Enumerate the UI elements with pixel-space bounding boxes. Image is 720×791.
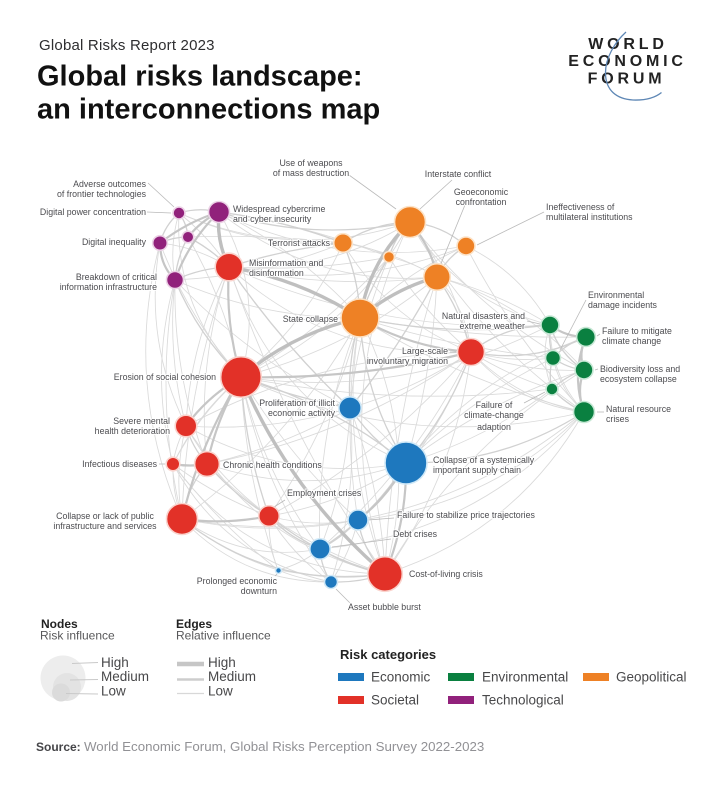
svg-text:Technological: Technological: [482, 693, 564, 708]
svg-text:Failure to stabilize price tra: Failure to stabilize price trajectories: [397, 510, 535, 520]
svg-text:Failure to mitigate: Failure to mitigate: [602, 326, 672, 336]
svg-text:extreme weather: extreme weather: [459, 321, 525, 331]
svg-text:ECONOMIC: ECONOMIC: [568, 53, 686, 70]
svg-text:Geopolitical: Geopolitical: [616, 670, 687, 685]
svg-text:Asset bubble burst: Asset bubble burst: [348, 602, 421, 612]
svg-text:Terrorist attacks: Terrorist attacks: [268, 238, 331, 248]
svg-text:Prolonged economic: Prolonged economic: [197, 576, 278, 586]
svg-text:multilateral institutions: multilateral institutions: [546, 212, 633, 222]
svg-text:information infrastructure: information infrastructure: [60, 282, 157, 292]
svg-text:crises: crises: [606, 414, 630, 424]
svg-text:Infectious diseases: Infectious diseases: [82, 459, 157, 469]
svg-text:Use of weapons: Use of weapons: [279, 158, 343, 168]
svg-text:Economic: Economic: [371, 670, 431, 685]
svg-text:Environmental: Environmental: [482, 670, 568, 685]
svg-text:World Economic Forum, Global R: World Economic Forum, Global Risks Perce…: [84, 739, 484, 754]
svg-text:Low: Low: [101, 684, 126, 699]
svg-text:Digital inequality: Digital inequality: [82, 237, 147, 247]
svg-text:Medium: Medium: [208, 669, 256, 684]
svg-text:Source:: Source:: [36, 740, 81, 754]
svg-text:Ineffectiveness of: Ineffectiveness of: [546, 202, 615, 212]
svg-text:adaption: adaption: [477, 422, 511, 432]
svg-text:Breakdown of critical: Breakdown of critical: [76, 272, 157, 282]
svg-text:Risk influence: Risk influence: [40, 629, 115, 643]
svg-text:Collapse or lack of public: Collapse or lack of public: [56, 511, 154, 521]
svg-text:Misinformation and: Misinformation and: [249, 258, 323, 268]
svg-text:Global Risks Report 2023: Global Risks Report 2023: [39, 37, 215, 54]
svg-text:Nodes: Nodes: [41, 617, 78, 631]
svg-text:WORLD: WORLD: [588, 36, 667, 53]
svg-text:Societal: Societal: [371, 693, 419, 708]
svg-text:Edges: Edges: [176, 617, 212, 631]
svg-text:economic activity: economic activity: [268, 408, 336, 418]
svg-text:Chronic health conditions: Chronic health conditions: [223, 460, 322, 470]
svg-text:downturn: downturn: [241, 586, 277, 596]
svg-text:of mass destruction: of mass destruction: [273, 168, 349, 178]
svg-text:Large-scale: Large-scale: [402, 346, 448, 356]
svg-text:Natural disasters and: Natural disasters and: [442, 311, 525, 321]
svg-text:important supply chain: important supply chain: [433, 465, 521, 475]
svg-text:and cyber insecurity: and cyber insecurity: [233, 214, 312, 224]
svg-text:Erosion of social cohesion: Erosion of social cohesion: [114, 372, 216, 382]
svg-text:Risk categories: Risk categories: [340, 647, 436, 662]
svg-text:Proliferation of illicit: Proliferation of illicit: [259, 398, 335, 408]
svg-text:health deterioration: health deterioration: [95, 426, 170, 436]
svg-text:Low: Low: [208, 684, 233, 699]
svg-text:State collapse: State collapse: [283, 314, 338, 324]
svg-text:Natural resource: Natural resource: [606, 404, 671, 414]
svg-text:Adverse outcomes: Adverse outcomes: [73, 179, 146, 189]
svg-text:Collapse of a systemically: Collapse of a systemically: [433, 455, 535, 465]
svg-text:Environmental: Environmental: [588, 290, 644, 300]
svg-text:infrastructure and services: infrastructure and services: [53, 521, 157, 531]
svg-text:Interstate conflict: Interstate conflict: [425, 169, 492, 179]
svg-text:Global risks landscape:: Global risks landscape:: [37, 61, 363, 93]
svg-text:Digital power concentration: Digital power concentration: [40, 207, 146, 217]
svg-text:climate-change: climate-change: [464, 410, 524, 420]
svg-text:Widespread cybercrime: Widespread cybercrime: [233, 204, 326, 214]
svg-text:Geoeconomic: Geoeconomic: [454, 187, 509, 197]
svg-text:Cost-of-living crisis: Cost-of-living crisis: [409, 569, 483, 579]
svg-text:ecosystem collapse: ecosystem collapse: [600, 374, 677, 384]
svg-text:confrontation: confrontation: [456, 197, 507, 207]
svg-text:High: High: [208, 655, 236, 670]
svg-text:disinformation: disinformation: [249, 268, 304, 278]
svg-text:Failure of: Failure of: [476, 400, 513, 410]
svg-text:climate change: climate change: [602, 336, 661, 346]
svg-text:FORUM: FORUM: [588, 71, 666, 88]
svg-text:Relative influence: Relative influence: [176, 629, 271, 643]
svg-text:Employment crises: Employment crises: [287, 488, 362, 498]
svg-text:Biodiversity loss and: Biodiversity loss and: [600, 364, 680, 374]
svg-text:damage incidents: damage incidents: [588, 300, 658, 310]
svg-text:Severe mental: Severe mental: [113, 416, 170, 426]
svg-text:involuntary migration: involuntary migration: [367, 356, 448, 366]
svg-text:Debt crises: Debt crises: [393, 529, 438, 539]
svg-text:an interconnections map: an interconnections map: [37, 94, 380, 126]
svg-text:of frontier technologies: of frontier technologies: [57, 189, 147, 199]
svg-text:Medium: Medium: [101, 669, 149, 684]
svg-text:High: High: [101, 655, 129, 670]
